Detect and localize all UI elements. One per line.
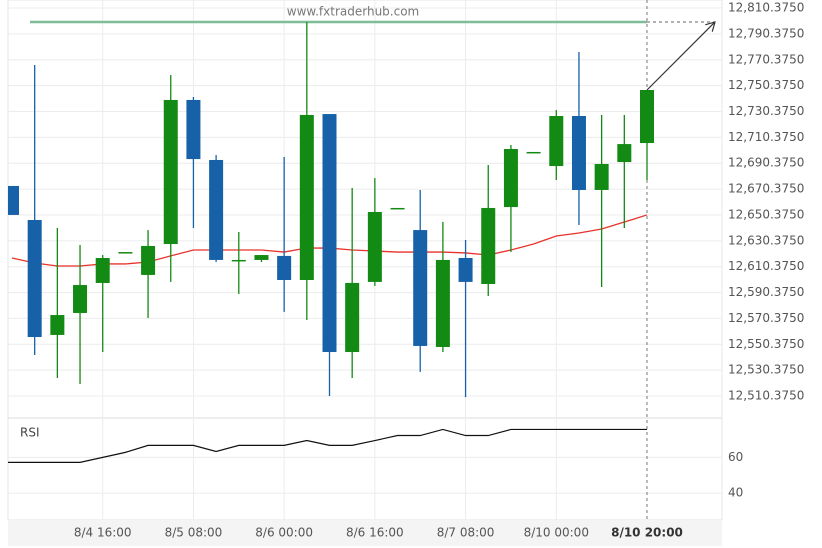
y-tick-label: 12,750.3750 (728, 78, 804, 92)
rsi-line (8, 428, 647, 463)
candle-body (640, 90, 654, 144)
candle-body (186, 99, 201, 160)
rsi-label: RSI (20, 426, 40, 440)
rsi-panel (8, 428, 647, 463)
y-tick-label: 12,710.3750 (728, 130, 804, 144)
candle-body (617, 144, 632, 163)
rsi-tick-label: 60 (728, 450, 743, 464)
candle-body (390, 207, 405, 210)
candle-body (163, 99, 178, 245)
candle-body (345, 282, 360, 353)
x-tick-label: 8/6 00:00 (255, 526, 313, 540)
y-tick-label: 12,810.3750 (728, 1, 804, 15)
x-axis-band (8, 520, 722, 546)
y-tick-label: 12,610.3750 (728, 259, 804, 273)
x-tick-label: 8/10 00:00 (524, 526, 589, 540)
x-tick-label: 8/6 16:00 (346, 526, 404, 540)
candle-body (503, 148, 518, 208)
candle-body (254, 255, 269, 260)
plot-area (7, 0, 723, 521)
candle-body (413, 230, 428, 346)
y-tick-label: 12,530.3750 (728, 363, 804, 377)
candle-body (571, 116, 586, 190)
candle-body (367, 211, 382, 282)
candle-body (95, 258, 110, 283)
x-tick-label: 8/4 16:00 (74, 526, 132, 540)
projection-arrow (646, 22, 715, 91)
candle-body (118, 252, 133, 254)
candle-body (594, 163, 609, 190)
candle-body (277, 255, 292, 280)
candle-body (322, 114, 337, 353)
x-tick-label: 8/10 20:00 (611, 526, 683, 540)
candle-body (50, 315, 65, 335)
y-tick-label: 12,790.3750 (728, 26, 804, 40)
candle-body (73, 285, 88, 313)
y-tick-label: 12,770.3750 (728, 52, 804, 66)
y-tick-label: 12,570.3750 (728, 311, 804, 325)
candle-body (458, 258, 473, 282)
candle-body (231, 259, 246, 262)
candle-body (481, 207, 496, 284)
y-tick-label: 12,550.3750 (728, 337, 804, 351)
y-tick-label: 12,690.3750 (728, 156, 804, 170)
y-tick-label: 12,730.3750 (728, 104, 804, 118)
candle-body (526, 151, 541, 154)
candle-body (435, 259, 450, 347)
watermark: www.fxtraderhub.com (287, 5, 419, 19)
x-tick-label: 8/5 08:00 (165, 526, 223, 540)
y-tick-label: 12,670.3750 (728, 182, 804, 196)
candle-body (141, 245, 156, 275)
candle-body (27, 219, 42, 338)
candle-body (549, 116, 564, 167)
rsi-tick-label: 40 (728, 486, 743, 500)
candle-body (8, 185, 19, 215)
y-tick-label: 12,650.3750 (728, 207, 804, 221)
price-panel (8, 20, 654, 398)
candle-body (209, 159, 224, 260)
y-tick-label: 12,510.3750 (728, 389, 804, 403)
candle-body (299, 114, 314, 280)
x-tick-label: 8/7 08:00 (437, 526, 495, 540)
axes: 12,810.3750 12,790.3750 12,770.3750 12,750.… (74, 1, 804, 540)
y-tick-label: 12,630.3750 (728, 233, 804, 247)
y-tick-label: 12,590.3750 (728, 285, 804, 299)
